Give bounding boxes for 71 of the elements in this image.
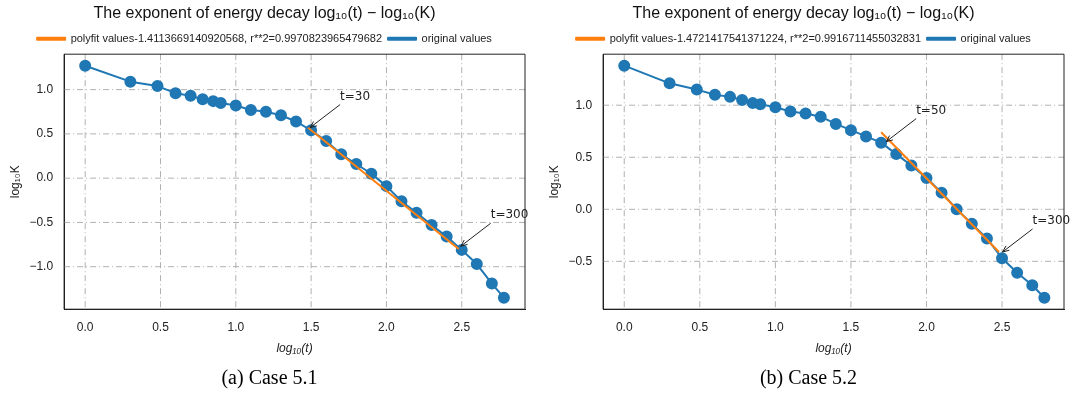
point xyxy=(244,103,257,116)
legend-label: polyfit values-1.4721417541371224, r**2=0.9916711455032831 xyxy=(609,31,922,44)
x-axis-title: log₁₀(t) xyxy=(815,341,852,356)
point xyxy=(229,99,242,112)
x-tick-label: 2.5 xyxy=(453,319,471,334)
x-tick-label: 2.5 xyxy=(993,319,1011,334)
point xyxy=(214,96,227,109)
y-tick-label: 1.0 xyxy=(575,97,593,112)
y-axis-title: log₁₀K xyxy=(546,165,561,199)
y-tick-label: −1.0 xyxy=(29,259,54,274)
x-tick-label: 0.5 xyxy=(152,319,170,334)
x-tick-label: 0.5 xyxy=(691,319,709,334)
chart-title: The exponent of energy decay log₁₀(t) − log₁₀(K) xyxy=(632,4,975,22)
x-tick-label: 1.0 xyxy=(767,319,785,334)
point xyxy=(708,88,721,101)
chart-title: The exponent of energy decay log₁₀(t) − log₁₀(K) xyxy=(93,4,436,22)
x-tick-label: 2.0 xyxy=(378,319,396,334)
point xyxy=(690,83,703,96)
point xyxy=(769,101,782,114)
y-tick-label: −0.5 xyxy=(568,253,593,268)
point xyxy=(1011,266,1024,279)
y-tick-label: 1.0 xyxy=(36,81,54,96)
y-tick-label: −0.5 xyxy=(29,214,54,229)
point xyxy=(736,94,749,106)
legend-label: original values xyxy=(960,31,1032,44)
annotation: t=300 xyxy=(1032,213,1071,228)
point xyxy=(470,258,483,271)
point xyxy=(196,93,209,106)
y-tick-label: 0.5 xyxy=(36,126,54,141)
point xyxy=(799,107,812,120)
point xyxy=(497,291,510,304)
x-tick-label: 1.5 xyxy=(302,319,320,334)
point xyxy=(259,105,272,118)
text: (a) Case 5.1 xyxy=(220,366,319,389)
point xyxy=(184,89,197,102)
x-tick-label: 1.0 xyxy=(227,319,245,334)
y-tick-label: 0.0 xyxy=(36,170,54,185)
point xyxy=(784,105,797,118)
legend-label: original values xyxy=(421,31,493,44)
point xyxy=(663,77,676,90)
y-axis-title: log₁₀K xyxy=(7,165,22,199)
point xyxy=(1038,291,1051,304)
x-tick-label: 2.0 xyxy=(918,319,936,334)
text: (b) Case 5.2 xyxy=(758,366,859,389)
legend-label: polyfit values-1.4113669140920568, r**2=0.9970823965479682 xyxy=(70,31,383,44)
point xyxy=(724,90,737,103)
annotation: t=300 xyxy=(490,207,529,222)
point xyxy=(290,115,303,128)
point xyxy=(618,59,631,72)
point xyxy=(274,109,287,122)
point xyxy=(814,110,827,123)
point xyxy=(875,136,888,149)
point xyxy=(1026,279,1039,292)
point xyxy=(829,117,842,130)
x-tick-label: 1.5 xyxy=(842,319,860,334)
point xyxy=(151,80,164,93)
annotation: t=30 xyxy=(340,88,371,103)
point xyxy=(124,75,137,88)
point xyxy=(844,124,857,137)
point xyxy=(485,277,498,290)
x-tick-label: 0.0 xyxy=(76,319,94,334)
y-tick-label: 0.5 xyxy=(575,149,593,164)
y-tick-label: 0.0 xyxy=(575,201,593,216)
annotation: t=50 xyxy=(916,102,947,117)
x-axis-title: log₁₀(t) xyxy=(276,341,313,356)
point xyxy=(996,252,1009,265)
x-tick-label: 0.0 xyxy=(615,319,633,334)
point xyxy=(860,130,873,143)
point xyxy=(169,87,182,100)
point xyxy=(754,98,767,111)
point xyxy=(79,59,92,72)
